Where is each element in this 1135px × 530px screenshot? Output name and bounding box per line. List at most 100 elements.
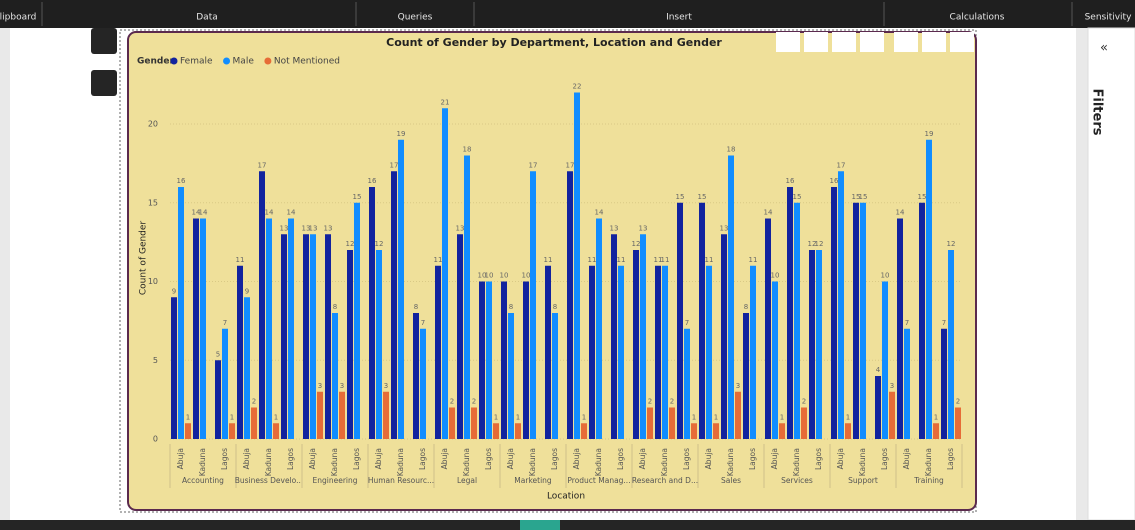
bar <box>574 92 580 439</box>
data-label: 1 <box>230 413 234 421</box>
data-label: 17 <box>390 161 399 169</box>
format-button[interactable] <box>91 70 117 96</box>
bar <box>442 108 448 439</box>
page-tab[interactable] <box>520 520 560 530</box>
bar <box>339 391 345 439</box>
data-label: 19 <box>925 130 934 138</box>
bar <box>948 250 954 439</box>
data-label: 10 <box>522 272 531 280</box>
legend-label: Male <box>233 57 255 67</box>
data-label: 13 <box>309 224 318 232</box>
x-tick-label: Lagos <box>616 448 625 470</box>
more-icon[interactable] <box>950 32 974 52</box>
data-label: 15 <box>852 193 861 201</box>
ribbon <box>0 0 1135 28</box>
bar <box>816 250 822 439</box>
filters-pane[interactable] <box>1087 27 1135 521</box>
x-tick-label: Kaduna <box>660 448 669 476</box>
visual[interactable] <box>127 31 977 511</box>
bar <box>706 265 712 439</box>
x-tick-label: Kaduna <box>858 448 867 476</box>
data-label: 13 <box>324 224 333 232</box>
bar <box>229 423 235 439</box>
bar <box>735 391 741 439</box>
data-label: 9 <box>172 287 176 295</box>
focus-icon[interactable] <box>922 32 946 52</box>
bar <box>581 423 587 439</box>
bar <box>941 328 947 439</box>
x-tick-label: Abuja <box>506 448 515 469</box>
bar <box>383 391 389 439</box>
ribbon-group-label: Insert <box>666 13 692 23</box>
group-label: Training <box>913 476 944 485</box>
x-tick-label: Lagos <box>286 448 295 470</box>
data-label: 10 <box>485 272 494 280</box>
bar <box>787 187 793 439</box>
x-tick-label: Kaduna <box>330 448 339 476</box>
drill-up[interactable] <box>776 32 800 52</box>
bar <box>669 407 675 439</box>
data-label: 17 <box>529 161 538 169</box>
filter-icon[interactable] <box>894 32 918 52</box>
x-tick-label: Kaduna <box>264 448 273 476</box>
bar <box>266 218 272 439</box>
group-label: Accounting <box>182 476 224 485</box>
x-tick-label: Lagos <box>484 448 493 470</box>
data-label: 14 <box>192 209 201 217</box>
x-tick-label: Abuja <box>902 448 911 469</box>
bar <box>178 187 184 439</box>
data-label: 14 <box>287 209 296 217</box>
data-label: 12 <box>346 240 355 248</box>
x-tick-label: Abuja <box>440 448 449 469</box>
ribbon-groups: lipboard Data Queries Insert Calculations Sen… <box>0 2 1132 26</box>
bar <box>515 423 521 439</box>
bar <box>611 234 617 439</box>
data-label: 2 <box>450 398 454 406</box>
data-label: 22 <box>573 83 582 91</box>
data-label: 1 <box>516 413 520 421</box>
bar <box>281 234 287 439</box>
data-label: 11 <box>705 256 714 264</box>
data-label: 11 <box>749 256 758 264</box>
data-label: 2 <box>956 398 960 406</box>
group-label: Research and D... <box>632 476 698 485</box>
bar <box>699 202 705 439</box>
x-tick-label: Kaduna <box>726 448 735 476</box>
x-axis-title: Location <box>547 492 585 502</box>
data-label: 8 <box>414 303 418 311</box>
data-label: 8 <box>333 303 337 311</box>
x-tick-label: Lagos <box>550 448 559 470</box>
data-label: 14 <box>764 209 773 217</box>
expand-next[interactable] <box>832 32 856 52</box>
collapse-icon[interactable]: « <box>1100 41 1108 56</box>
bar <box>640 234 646 439</box>
data-label: 18 <box>727 146 736 154</box>
viz-button[interactable] <box>91 28 117 54</box>
data-label: 21 <box>441 98 450 106</box>
x-tick-label: Abuja <box>572 448 581 469</box>
drill-down[interactable] <box>804 32 828 52</box>
x-tick-label: Lagos <box>748 448 757 470</box>
data-label: 7 <box>905 319 909 327</box>
plot: 05101520Abuja9161Kaduna1414Lagos571Abuja… <box>148 83 963 488</box>
bar <box>420 328 426 439</box>
group-label: Support <box>848 476 878 485</box>
bar <box>567 171 573 439</box>
data-label: 1 <box>186 413 190 421</box>
bar <box>530 171 536 439</box>
bar <box>882 281 888 439</box>
x-tick-label: Lagos <box>946 448 955 470</box>
legend-swatch <box>170 57 178 65</box>
data-label: 1 <box>846 413 850 421</box>
bar <box>332 313 338 439</box>
bar <box>354 202 360 439</box>
bar <box>933 423 939 439</box>
data-label: 10 <box>500 272 509 280</box>
expand-all[interactable] <box>860 32 884 52</box>
bar <box>904 328 910 439</box>
data-label: 1 <box>274 413 278 421</box>
bar <box>684 328 690 439</box>
bar <box>596 218 602 439</box>
x-tick-label: Abuja <box>176 448 185 469</box>
